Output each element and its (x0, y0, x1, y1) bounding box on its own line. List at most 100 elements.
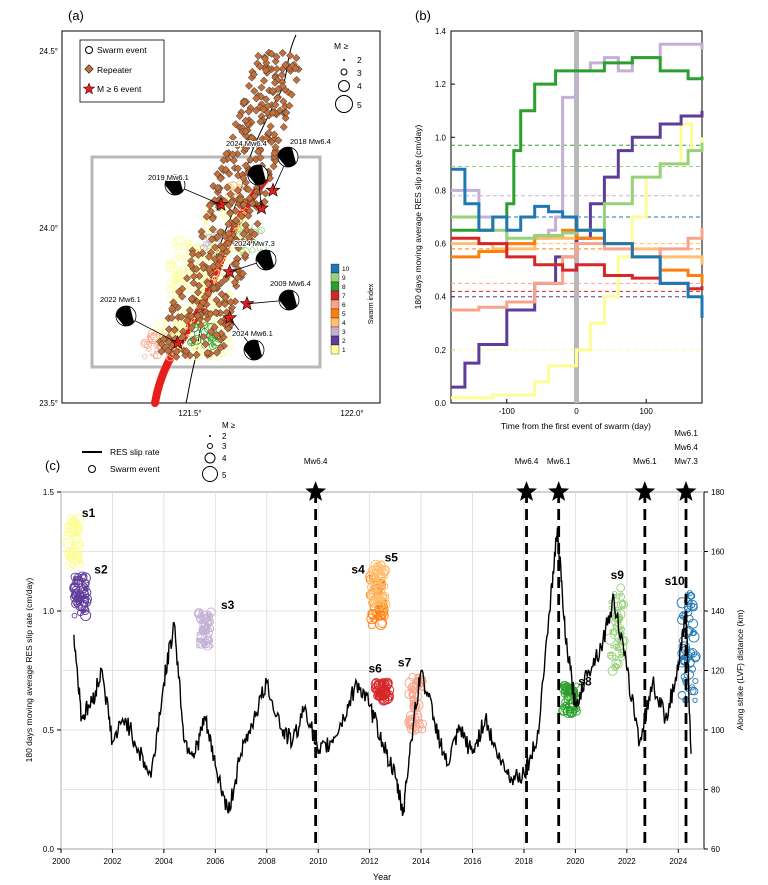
repeater-diamond (237, 212, 246, 221)
swarm-event-circle (211, 343, 215, 347)
earthquake-magnitude-label: Mw6.1 (674, 429, 698, 438)
swarm-event-circle-s2 (71, 585, 80, 594)
repeater-diamond (264, 128, 273, 137)
c-x-tick-label: 2002 (104, 857, 122, 866)
swarm-event-circle-s3 (196, 631, 202, 636)
repeater-diamond (221, 275, 230, 284)
mag-4-icon (338, 80, 350, 92)
swarm-event-circle-s5 (375, 584, 382, 591)
beachball-quadrant (278, 147, 296, 168)
event-annotation-label: 2024 Mw6.4 (226, 139, 267, 148)
repeater-diamond (267, 49, 276, 58)
repeater-diamond (210, 284, 218, 293)
c-y2-tick-label: 80 (711, 786, 720, 795)
swarm-event-circle-s6 (384, 681, 390, 687)
swarm-event-circle-s9 (609, 629, 621, 640)
swarm-index-colorbar: 10 9 8 7 6 5 4 3 2 1 (330, 263, 350, 355)
swarm-event-circle-s9 (616, 638, 622, 644)
repeater-diamond (250, 230, 259, 239)
swarm-event-circle (162, 320, 167, 326)
map-mag-label-2: 2 (357, 55, 362, 65)
swarm-event-circle-s8 (566, 705, 572, 711)
repeater-diamond (211, 308, 220, 317)
repeater-diamond (179, 327, 188, 336)
repeater-diamond (192, 265, 201, 274)
swarm-event-circle-s2 (82, 583, 88, 590)
swarm-event-circle (146, 335, 151, 339)
colorbar-label: 9 (342, 275, 346, 282)
repeater-diamond (185, 351, 194, 360)
lower-mag-label-4: 4 (222, 454, 227, 463)
beachball-quadrant (165, 175, 183, 196)
repeater-diamond (278, 70, 286, 79)
repeater-diamond (292, 54, 301, 62)
colorbar-swatch (330, 317, 340, 328)
swarm-event-circle-s1 (71, 516, 78, 523)
swarm-event-circle-s1 (71, 533, 81, 543)
c-y2-tick-label: 120 (711, 667, 725, 676)
earthquake-star (634, 481, 656, 501)
repeater-diamond (282, 108, 291, 117)
swarm-event-circle-s3 (193, 608, 205, 619)
swarm-event-circle (254, 242, 259, 247)
repeater-diamond (231, 120, 240, 129)
swarm-event-circle-s9 (612, 610, 622, 619)
repeater-diamond (203, 348, 212, 357)
mag-5-icon (335, 95, 353, 113)
c-x-tick-label: 2012 (361, 857, 379, 866)
repeater-diamond (189, 336, 198, 344)
lower-mag-2-icon (209, 435, 211, 437)
event-annotations: 2018 Mw6.4 2024 Mw6.4 2019 Mw6.1 2024 Mw7.3… (99, 136, 332, 361)
repeater-diamond (226, 190, 235, 199)
b-y-tick-label: 0.8 (435, 186, 447, 195)
swarm-event-circle (203, 240, 210, 248)
swarm-event-circle (255, 229, 260, 234)
swarm-event-circle (174, 297, 178, 301)
repeater-diamond (229, 156, 238, 165)
swarm-event-circle-s9 (618, 653, 626, 661)
swarm-event-circle-s10 (690, 651, 701, 662)
swarm-event-circle-s1 (64, 549, 74, 559)
swarm-event-circle-s4 (367, 621, 376, 630)
c-y-tick-label: 1.0 (43, 607, 55, 616)
repeater-diamond (198, 232, 207, 241)
repeater-diamond (197, 227, 206, 236)
map-legend-box (79, 39, 165, 103)
swarm-event-circle (172, 288, 176, 293)
earthquake-magnitude-label: Mw6.4 (304, 457, 328, 466)
swarm-event-circle-s2 (82, 586, 88, 592)
repeater-diamond (292, 75, 301, 84)
swarm-event-circle (215, 357, 220, 361)
repeater-diamond (247, 134, 256, 142)
swarm-event-circle-s10 (692, 677, 699, 685)
colorbar-swatch (330, 335, 340, 346)
repeater-diamond (271, 143, 280, 152)
repeater-diamond (212, 348, 221, 357)
repeater-diamond (213, 233, 222, 241)
b-x-tick-label: 100 (640, 407, 654, 416)
swarm-event-circle-s3 (203, 628, 211, 635)
b-y-tick-label: 1.2 (435, 80, 447, 89)
swarm-event-circle-s9 (614, 593, 621, 600)
repeater-diamond (210, 255, 219, 264)
swarm-event-circle-s5 (381, 582, 389, 590)
swarm-label-s9: s9 (611, 568, 625, 582)
map-mag-label-5: 5 (357, 100, 362, 110)
c-y-tick-label: 1.5 (43, 488, 55, 497)
repeater-diamond (234, 164, 243, 173)
repeater-diamond (226, 298, 235, 306)
repeater-diamond (263, 102, 272, 111)
swarm-event-circle-s7 (405, 710, 416, 722)
panel-b-chart: (b) 0.0 0.2 0.4 0.6 0.8 1.0 1.2 1.4 -100 0 100 180… (413, 8, 704, 431)
repeater-diamond (215, 300, 224, 309)
swarm-event-circle-s2 (75, 600, 87, 612)
swarm-event-circle (181, 266, 187, 273)
lower-mag-3-icon (207, 443, 213, 449)
swarm-event-circle (154, 329, 164, 339)
repeater-diamond (192, 350, 201, 359)
repeater-diamond (216, 174, 225, 183)
repeater-diamond (167, 313, 176, 322)
swarm-event-circle-s2 (80, 609, 92, 621)
swarm-event-circle (195, 343, 207, 354)
repeater-diamond (239, 200, 248, 209)
